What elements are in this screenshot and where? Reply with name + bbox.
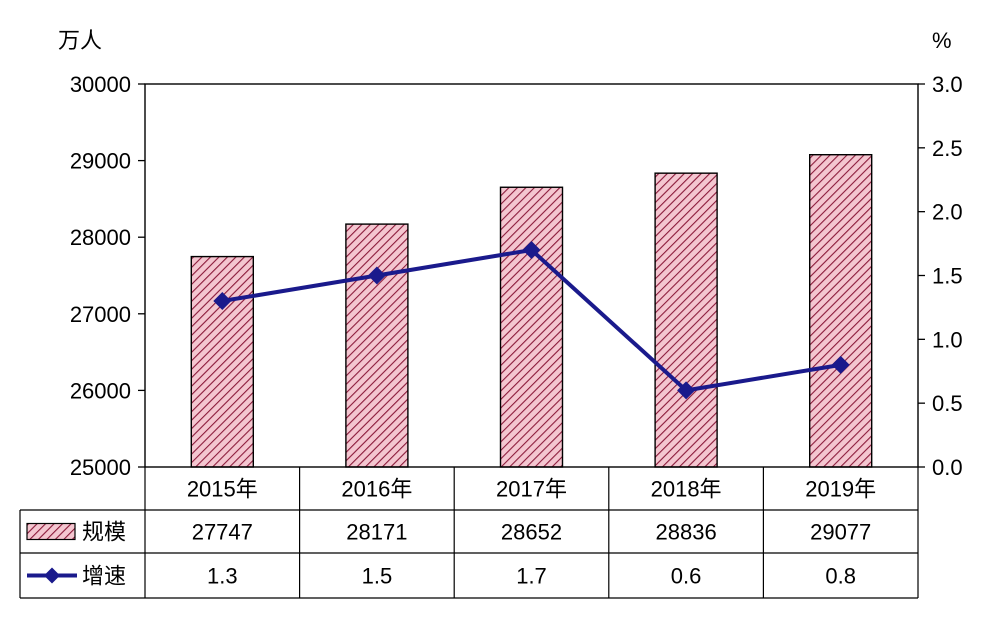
left-axis-unit: 万人	[58, 28, 102, 53]
bar-2018年	[654, 172, 718, 468]
right-tick-label: 2.0	[932, 200, 963, 225]
bar-2015年	[190, 255, 255, 468]
bar-data-label: 27747	[192, 520, 253, 545]
line-legend-label: 增速	[82, 564, 126, 589]
bar-2017年	[499, 186, 564, 468]
category-label: 2017年	[496, 477, 567, 502]
growth-point-2018年	[677, 381, 696, 400]
bar-legend-swatch	[26, 522, 76, 541]
right-tick-label: 2.5	[932, 136, 963, 161]
growth-point-2019年	[831, 355, 850, 374]
left-tick-label: 25000	[70, 455, 131, 480]
left-tick-label: 30000	[70, 72, 131, 97]
category-label: 2016年	[341, 477, 412, 502]
right-tick-label: 1.0	[932, 327, 963, 352]
left-tick-label: 27000	[70, 302, 131, 327]
left-tick-label: 26000	[70, 378, 131, 403]
growth-data-label: 0.8	[825, 564, 856, 589]
bar-data-label: 29077	[810, 520, 871, 545]
growth-point-2017年	[522, 240, 541, 259]
category-label: 2015年	[187, 477, 258, 502]
bar-legend-label: 规模	[82, 520, 126, 545]
left-tick-label: 29000	[70, 149, 131, 174]
growth-point-2016年	[367, 266, 386, 285]
right-tick-label: 3.0	[932, 72, 963, 97]
bar-data-label: 28171	[346, 520, 407, 545]
bar-2019年	[809, 154, 873, 468]
growth-point-2015年	[213, 292, 232, 311]
bar-2016年	[345, 223, 409, 468]
growth-data-label: 1.7	[516, 564, 547, 589]
bar-data-label: 28652	[501, 520, 562, 545]
bar-data-label: 28836	[656, 520, 717, 545]
growth-line	[213, 240, 850, 400]
growth-data-label: 1.3	[207, 564, 238, 589]
growth-data-label: 1.5	[362, 564, 393, 589]
category-label: 2019年	[805, 477, 876, 502]
right-tick-label: 0.0	[932, 455, 963, 480]
category-label: 2018年	[651, 477, 722, 502]
bars	[190, 154, 873, 468]
right-tick-label: 0.5	[932, 391, 963, 416]
axis-ticks: 25000 26000 27000 28000 29000 30000 0.0 0.5 1.0 1…	[70, 72, 963, 480]
growth-data-label: 0.6	[671, 564, 702, 589]
left-tick-label: 28000	[70, 225, 131, 250]
right-tick-label: 1.5	[932, 264, 963, 289]
line-legend-marker	[44, 567, 60, 584]
data-table: 2015年 27747 1.3 2016年 28171 1.5 2017年 28652 1.7 2…	[19, 467, 919, 599]
right-axis-unit: %	[932, 28, 952, 53]
